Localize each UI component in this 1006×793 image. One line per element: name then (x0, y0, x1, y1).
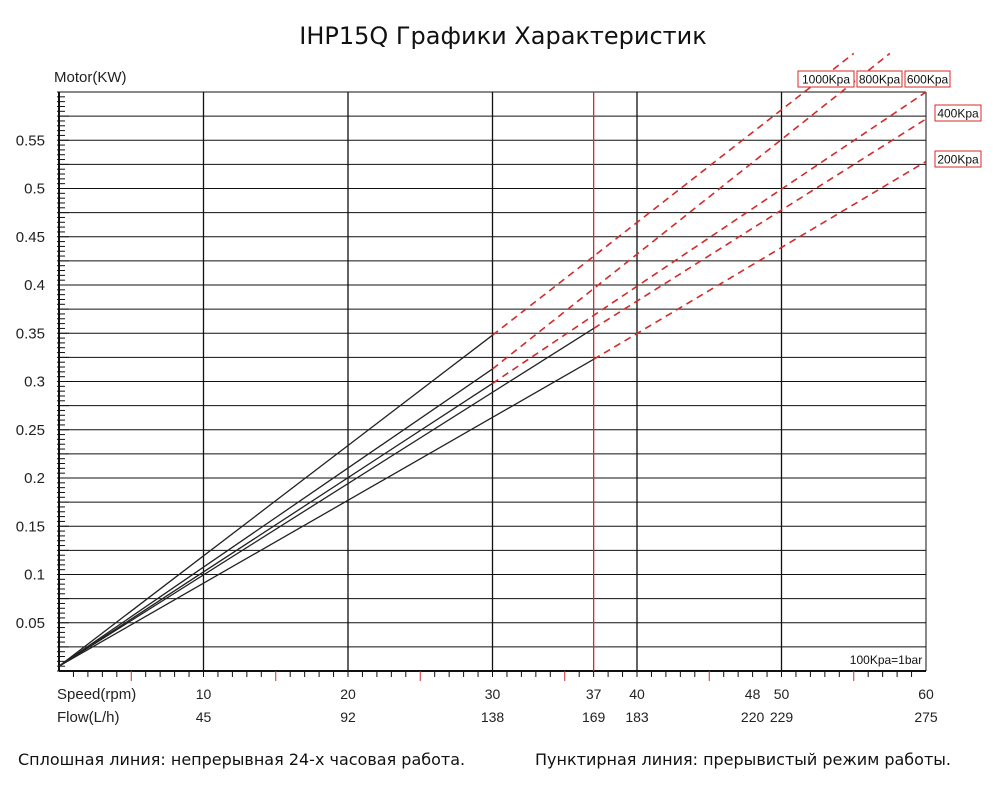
x-axis-label-speed: Speed(rpm) (57, 686, 136, 703)
series-dashed-200Kpa (593, 160, 927, 360)
legend-box-1000Kpa (797, 70, 855, 88)
x-tick-speed-label: 50 (774, 686, 790, 702)
series-solid-800Kpa (58, 368, 493, 667)
unit-note: 100Kpa=1bar (850, 653, 922, 667)
y-tick-label: 0.4 (24, 277, 45, 294)
y-tick-label: 0.05 (16, 615, 45, 632)
x-tick-flow-label: 220 (741, 709, 765, 725)
series-dashed-800Kpa (492, 52, 891, 370)
x-tick-speed-label: 37 (586, 686, 602, 702)
x-tick-flow-label: 229 (770, 709, 794, 725)
legend-box-400Kpa (934, 104, 982, 122)
series-solid-400Kpa (58, 327, 594, 667)
legend-box-800Kpa (856, 70, 903, 88)
series-dashed-600Kpa (492, 91, 927, 385)
labels-layer: 0.05 0.1 0.15 0.2 0.25 0.3 0.35 0.4 0.45 0.5 0.55 M… (16, 69, 982, 726)
y-tick-label: 0.55 (16, 132, 45, 149)
y-tick-label: 0.15 (16, 518, 45, 535)
legend-label-1000Kpa: 1000Kpa (802, 73, 850, 87)
y-tick-label: 0.3 (24, 374, 45, 391)
y-tick-label: 0.2 (24, 470, 45, 487)
legend-label-400Kpa: 400Kpa (937, 107, 979, 121)
legend-label-600Kpa: 600Kpa (907, 73, 949, 87)
x-tick-speed-label: 30 (485, 686, 501, 702)
legend-box-200Kpa (934, 150, 982, 168)
series-solid-600Kpa (58, 382, 493, 667)
legend-label-200Kpa: 200Kpa (937, 153, 979, 167)
x-tick-speed-label: 60 (918, 686, 934, 702)
series-dashed-1000Kpa (492, 52, 855, 336)
x-tick-flow-label: 45 (196, 709, 212, 725)
x-tick-flow-label: 138 (481, 709, 505, 725)
x-tick-flow-label: 92 (340, 709, 356, 725)
series-solid-1000Kpa (58, 334, 493, 667)
x-axis-label-flow: Flow(L/h) (57, 709, 120, 726)
x-tick-speed-label: 40 (629, 686, 645, 702)
series-layer (58, 52, 927, 667)
x-tick-speed-label: 20 (340, 686, 356, 702)
series-dashed-400Kpa (593, 118, 927, 330)
x-tick-flow-label: 183 (625, 709, 649, 725)
x-tick-flow-label: 169 (582, 709, 606, 725)
grid-layer (58, 91, 927, 672)
y-tick-label: 0.35 (16, 325, 45, 342)
x-tick-speed-label: 48 (745, 686, 761, 702)
legend-box-600Kpa (904, 70, 951, 88)
y-tick-label: 0.45 (16, 229, 45, 246)
y-tick-label: 0.1 (24, 567, 45, 584)
unit-note-bg (851, 651, 922, 667)
note-solid-line: Сплошная линия: непрерывная 24-х часовая… (18, 750, 466, 769)
x-tick-flow-label: 275 (914, 709, 938, 725)
x-tick-speed-label: 10 (196, 686, 212, 702)
y-tick-label: 0.25 (16, 422, 45, 439)
chart-title: IHP15Q Графики Характеристик (299, 22, 707, 50)
minor-ticks (57, 91, 913, 681)
y-axis-label: Motor(KW) (54, 69, 127, 86)
series-solid-200Kpa (58, 358, 594, 667)
legend-label-800Kpa: 800Kpa (859, 73, 901, 87)
note-dashed-line: Пунктирная линия: прерывистый режим рабо… (535, 750, 951, 769)
y-tick-label: 0.5 (24, 181, 45, 198)
